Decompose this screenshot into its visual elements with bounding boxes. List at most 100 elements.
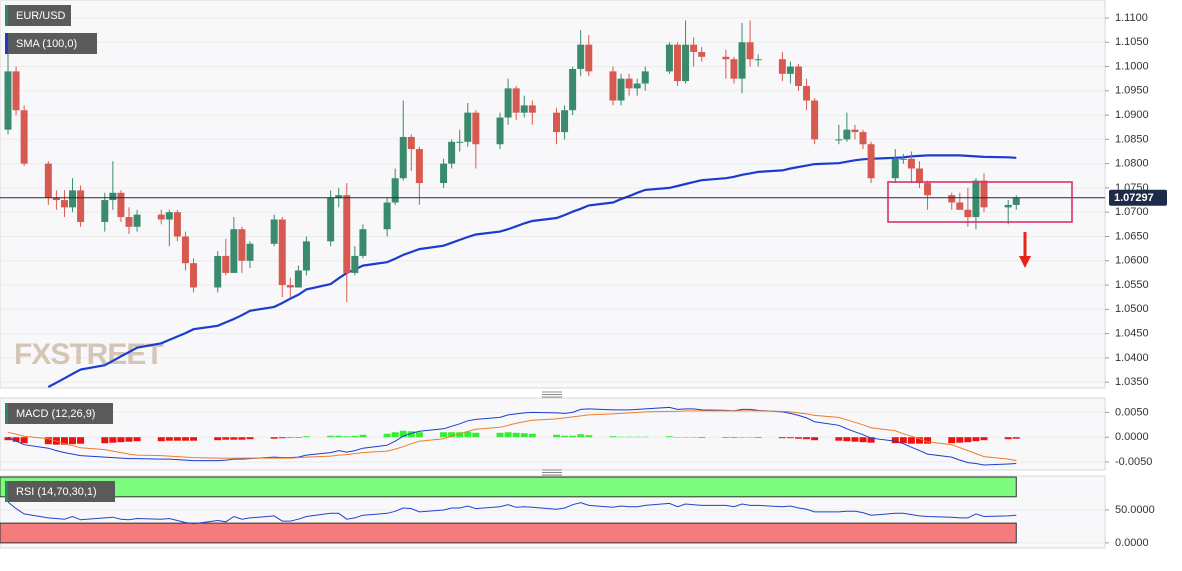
legend-swatch	[5, 33, 8, 54]
macd-histogram-bar	[617, 436, 625, 438]
macd-histogram-bar	[60, 437, 68, 445]
rsi-line	[7, 501, 1017, 525]
macd-histogram-bar	[302, 436, 310, 438]
macd-histogram-bar	[125, 437, 133, 442]
macd-histogram-bar	[391, 432, 399, 438]
macd-histogram-bar	[1004, 437, 1012, 440]
candle-body	[52, 197, 60, 201]
panel-title: RSI (14,70,30,1)	[16, 486, 97, 498]
macd-histogram-bar	[327, 435, 335, 438]
y-tick-label: 1.0550	[1115, 279, 1149, 291]
candle-body	[181, 236, 189, 264]
macd-histogram-bar	[133, 437, 141, 442]
candle-body	[230, 229, 238, 273]
macd-histogram-bar	[673, 437, 681, 438]
panel-resize-handle[interactable]	[542, 469, 562, 476]
candle-body	[383, 202, 391, 230]
candle-body	[722, 56, 730, 60]
panel-title-box	[5, 403, 113, 424]
macd-histogram-bar	[190, 437, 198, 441]
panel-title-box	[5, 5, 71, 26]
y-tick-label: 0.0050	[1115, 406, 1149, 418]
candle-body	[101, 200, 109, 222]
candle-body	[577, 44, 585, 69]
candle-body	[190, 263, 198, 288]
macd-histogram-bar	[835, 437, 843, 441]
macd-histogram-bar	[738, 437, 746, 438]
macd-histogram-bar	[665, 436, 673, 438]
candle-body	[956, 202, 964, 210]
y-tick-label: 1.0500	[1115, 303, 1149, 315]
rsi-band	[0, 476, 1017, 498]
macd-histogram-bar	[464, 431, 472, 438]
panel-title: MACD (12,26,9)	[16, 408, 95, 420]
macd-histogram-bar	[69, 437, 77, 445]
candle-body	[585, 44, 593, 72]
y-tick-label: -0.0050	[1115, 456, 1152, 468]
candle-body	[746, 42, 754, 60]
macd-histogram-bar	[867, 437, 875, 443]
candle-body	[641, 71, 649, 84]
macd-line	[7, 410, 1017, 462]
macd-histogram-bar	[440, 432, 448, 438]
candle-body	[270, 219, 278, 244]
macd-histogram-bar	[4, 437, 12, 441]
macd-histogram-bar	[117, 437, 125, 443]
candle-body	[891, 158, 899, 179]
rsi-band	[0, 522, 1017, 544]
macd-histogram-bar	[786, 437, 794, 439]
candle-body	[851, 129, 859, 133]
candle-body	[972, 180, 980, 218]
candle-body	[698, 51, 706, 57]
macd-histogram-bar	[794, 437, 802, 439]
candle-body	[561, 110, 569, 133]
macd-histogram-bar	[456, 432, 464, 438]
macd-histogram-bar	[504, 432, 512, 438]
candle-body	[343, 195, 351, 273]
candle-body	[843, 129, 851, 140]
macd-line	[7, 406, 1017, 466]
macd-histogram-bar	[278, 437, 286, 439]
candle-body	[899, 158, 907, 160]
candle-body	[448, 141, 456, 164]
macd-histogram-bar	[448, 432, 456, 438]
macd-histogram-bar	[270, 437, 278, 439]
macd-histogram-bar	[1012, 437, 1020, 439]
candle-body	[980, 180, 988, 208]
macd-histogram-bar	[407, 431, 415, 438]
candle-body	[407, 136, 415, 150]
candle-body	[286, 285, 294, 288]
macd-histogram-bar	[181, 437, 189, 441]
candle-body	[391, 178, 399, 203]
macd-histogram-bar	[77, 437, 85, 444]
macd-histogram-bar	[165, 437, 173, 441]
macd-histogram-bar	[633, 436, 641, 438]
candle-body	[504, 88, 512, 118]
candle-body	[12, 71, 20, 111]
macd-histogram-bar	[561, 435, 569, 438]
macd-histogram-bar	[238, 437, 246, 440]
candle-body	[222, 255, 230, 273]
macd-histogram-bar	[972, 437, 980, 442]
macd-histogram-bar	[528, 433, 536, 438]
candle-body	[907, 158, 915, 169]
y-tick-label: 50.0000	[1115, 504, 1155, 516]
y-tick-label: 1.0900	[1115, 109, 1149, 121]
candle-body	[1004, 204, 1012, 208]
macd-histogram-bar	[472, 432, 480, 438]
candle-body	[633, 83, 641, 89]
range-box	[887, 181, 1073, 223]
macd-histogram-bar	[351, 435, 359, 438]
macd-histogram-bar	[859, 437, 867, 443]
candle-body	[464, 112, 472, 142]
panel-resize-handle[interactable]	[542, 391, 562, 398]
candle-body	[294, 270, 302, 288]
macd-histogram-bar	[690, 437, 698, 438]
labels-layer: 1.1100 1.1050 1.1000 1.0950 1.0900 1.0850 1.08…	[5, 5, 1167, 549]
macd-histogram-bar	[899, 437, 907, 444]
candle-body	[778, 59, 786, 74]
macd-panel	[0, 397, 1106, 471]
macd-histogram-bar	[173, 437, 181, 441]
price-panel	[0, 0, 1106, 389]
candle-body	[69, 190, 77, 208]
